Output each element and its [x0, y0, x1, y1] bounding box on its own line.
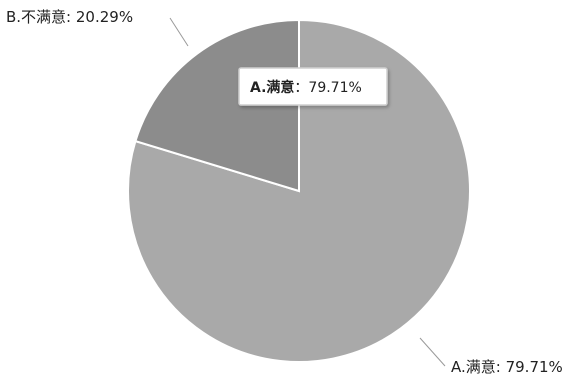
pie-slice-b[interactable] [134, 18, 300, 193]
leader-line-a [419, 337, 446, 367]
hover-tooltip: A.满意：79.71% [238, 67, 388, 106]
tooltip-separator: ： [294, 80, 308, 96]
tooltip-box [238, 67, 388, 106]
tooltip-value: 79.71% [308, 80, 361, 96]
slice-label-b: B.不满意: 20.29% [6, 8, 133, 26]
leader-lines [169, 17, 446, 367]
slice-labels: A.满意: 79.71% B.不满意: 20.29% [6, 8, 563, 376]
slice-label-a: A.满意: 79.71% [451, 358, 563, 376]
tooltip-category: A.满意 [250, 79, 294, 96]
leader-line-b [169, 17, 189, 47]
tooltip-text: A.满意：79.71% [250, 79, 362, 96]
